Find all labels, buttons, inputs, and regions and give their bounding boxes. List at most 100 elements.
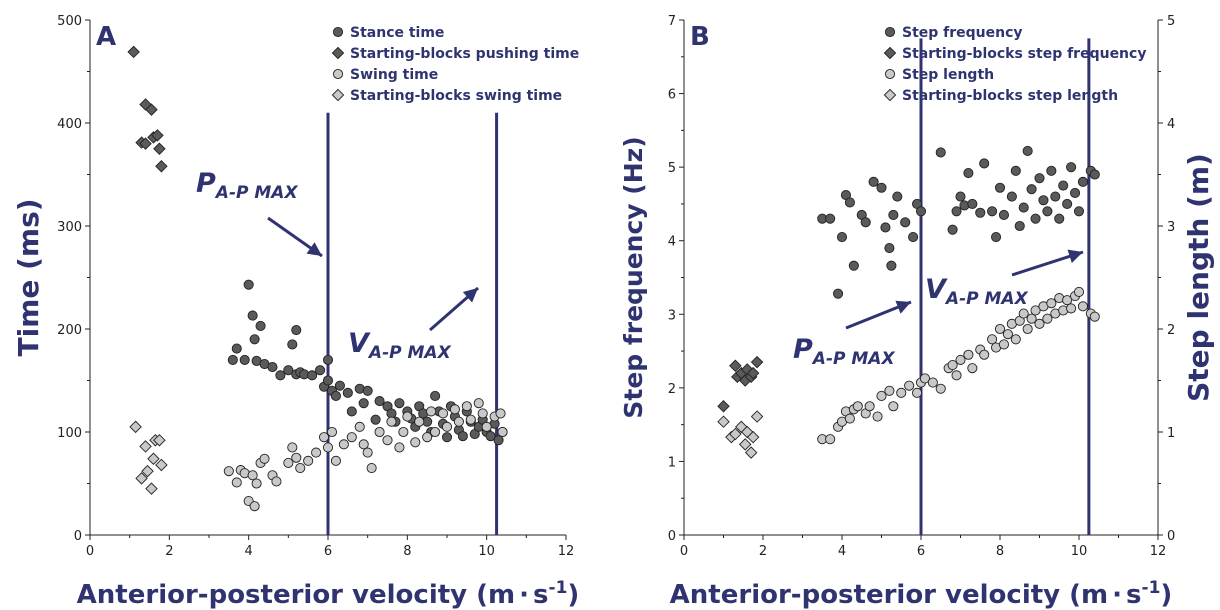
data-point xyxy=(402,411,413,422)
annotation-arrowhead xyxy=(306,242,322,256)
data-point xyxy=(935,383,946,394)
data-point xyxy=(259,453,270,464)
data-point xyxy=(876,390,887,402)
data-point xyxy=(1066,303,1077,314)
data-point xyxy=(249,334,260,345)
data-point xyxy=(271,476,282,487)
data-point xyxy=(864,401,875,412)
legend-marker xyxy=(884,68,896,80)
annotation-arrowhead xyxy=(1067,249,1083,263)
legend-marker xyxy=(331,46,345,60)
y-tick-label: 0 xyxy=(74,529,82,544)
x-tick-label: 2 xyxy=(759,544,767,559)
y-tick-label: 200 xyxy=(57,323,82,338)
data-point xyxy=(963,167,974,179)
data-point xyxy=(987,206,998,217)
data-point xyxy=(967,198,978,209)
data-point xyxy=(987,334,998,345)
x-tick-label: 6 xyxy=(324,544,332,559)
data-point xyxy=(243,279,254,290)
y-tick-label: 5 xyxy=(668,161,676,176)
data-point xyxy=(441,421,453,432)
data-point xyxy=(927,377,938,388)
data-point xyxy=(1034,173,1045,184)
x-axis-title-close: ) xyxy=(1160,580,1172,610)
annotation-main: P xyxy=(793,334,813,365)
data-point xyxy=(453,416,464,427)
data-point xyxy=(366,462,377,474)
data-point xyxy=(346,432,357,443)
annotation-arrowhead xyxy=(895,300,911,314)
data-point xyxy=(1050,191,1061,202)
data-point xyxy=(951,370,962,381)
data-point xyxy=(330,390,341,402)
data-point xyxy=(291,324,302,336)
annotation-main: P xyxy=(196,168,216,199)
data-point xyxy=(227,354,238,365)
data-point xyxy=(750,410,764,423)
data-point xyxy=(912,387,923,398)
data-point xyxy=(370,414,381,425)
annotation-label: PA-P MAX xyxy=(196,168,298,203)
data-point xyxy=(1066,162,1077,173)
data-point xyxy=(1058,180,1069,191)
data-point xyxy=(247,470,258,481)
annotation-main: V xyxy=(348,328,371,359)
data-point xyxy=(900,217,911,228)
legend-entry: Starting-blocks step length xyxy=(902,88,1118,104)
data-point xyxy=(1026,184,1037,195)
data-point xyxy=(1018,202,1029,213)
x-tick-label: 0 xyxy=(86,544,94,559)
y-tick-label: 0 xyxy=(668,529,676,544)
data-point xyxy=(231,477,242,488)
data-point xyxy=(303,455,314,466)
data-point xyxy=(717,415,730,428)
y-tick-label: 300 xyxy=(57,220,82,235)
data-point xyxy=(457,431,468,442)
data-point xyxy=(318,432,330,443)
y2-tick-label: 1 xyxy=(1167,426,1175,441)
y2-tick-label: 0 xyxy=(1167,529,1175,544)
data-point xyxy=(1030,305,1041,316)
data-point xyxy=(362,447,373,458)
data-point xyxy=(1077,301,1088,312)
data-point xyxy=(255,320,266,331)
data-point xyxy=(947,359,958,371)
data-point xyxy=(750,355,764,369)
data-point xyxy=(1073,286,1085,297)
legend-entry: Starting-blocks swing time xyxy=(350,88,562,104)
data-point xyxy=(1054,213,1065,224)
data-point xyxy=(153,434,166,447)
data-point xyxy=(919,373,931,384)
data-point xyxy=(437,408,449,419)
data-point xyxy=(998,209,1010,221)
data-point xyxy=(477,408,488,419)
data-point xyxy=(382,435,393,446)
legend-entry: Starting-blocks pushing time xyxy=(350,46,579,62)
data-point xyxy=(844,197,855,208)
x-tick-label: 4 xyxy=(245,544,253,559)
data-point xyxy=(1046,165,1057,176)
x-tick-label: 8 xyxy=(996,544,1004,559)
data-point xyxy=(493,435,504,446)
y2-axis-title: Step length (m) xyxy=(1182,153,1215,402)
data-point xyxy=(951,206,962,217)
data-point xyxy=(896,387,907,398)
y-tick-label: 100 xyxy=(57,426,82,441)
data-point xyxy=(1073,206,1085,217)
data-point xyxy=(852,401,863,412)
data-point xyxy=(151,129,164,142)
data-point xyxy=(362,385,373,396)
legend-marker xyxy=(331,88,345,102)
data-point xyxy=(1002,329,1013,340)
data-point xyxy=(145,482,158,495)
data-point xyxy=(991,231,1002,243)
data-point xyxy=(291,452,302,463)
data-point xyxy=(888,209,899,221)
data-point xyxy=(836,231,848,243)
x-tick-label: 10 xyxy=(478,544,495,559)
x-axis-title-dot: · xyxy=(519,580,529,610)
data-point xyxy=(287,339,298,350)
